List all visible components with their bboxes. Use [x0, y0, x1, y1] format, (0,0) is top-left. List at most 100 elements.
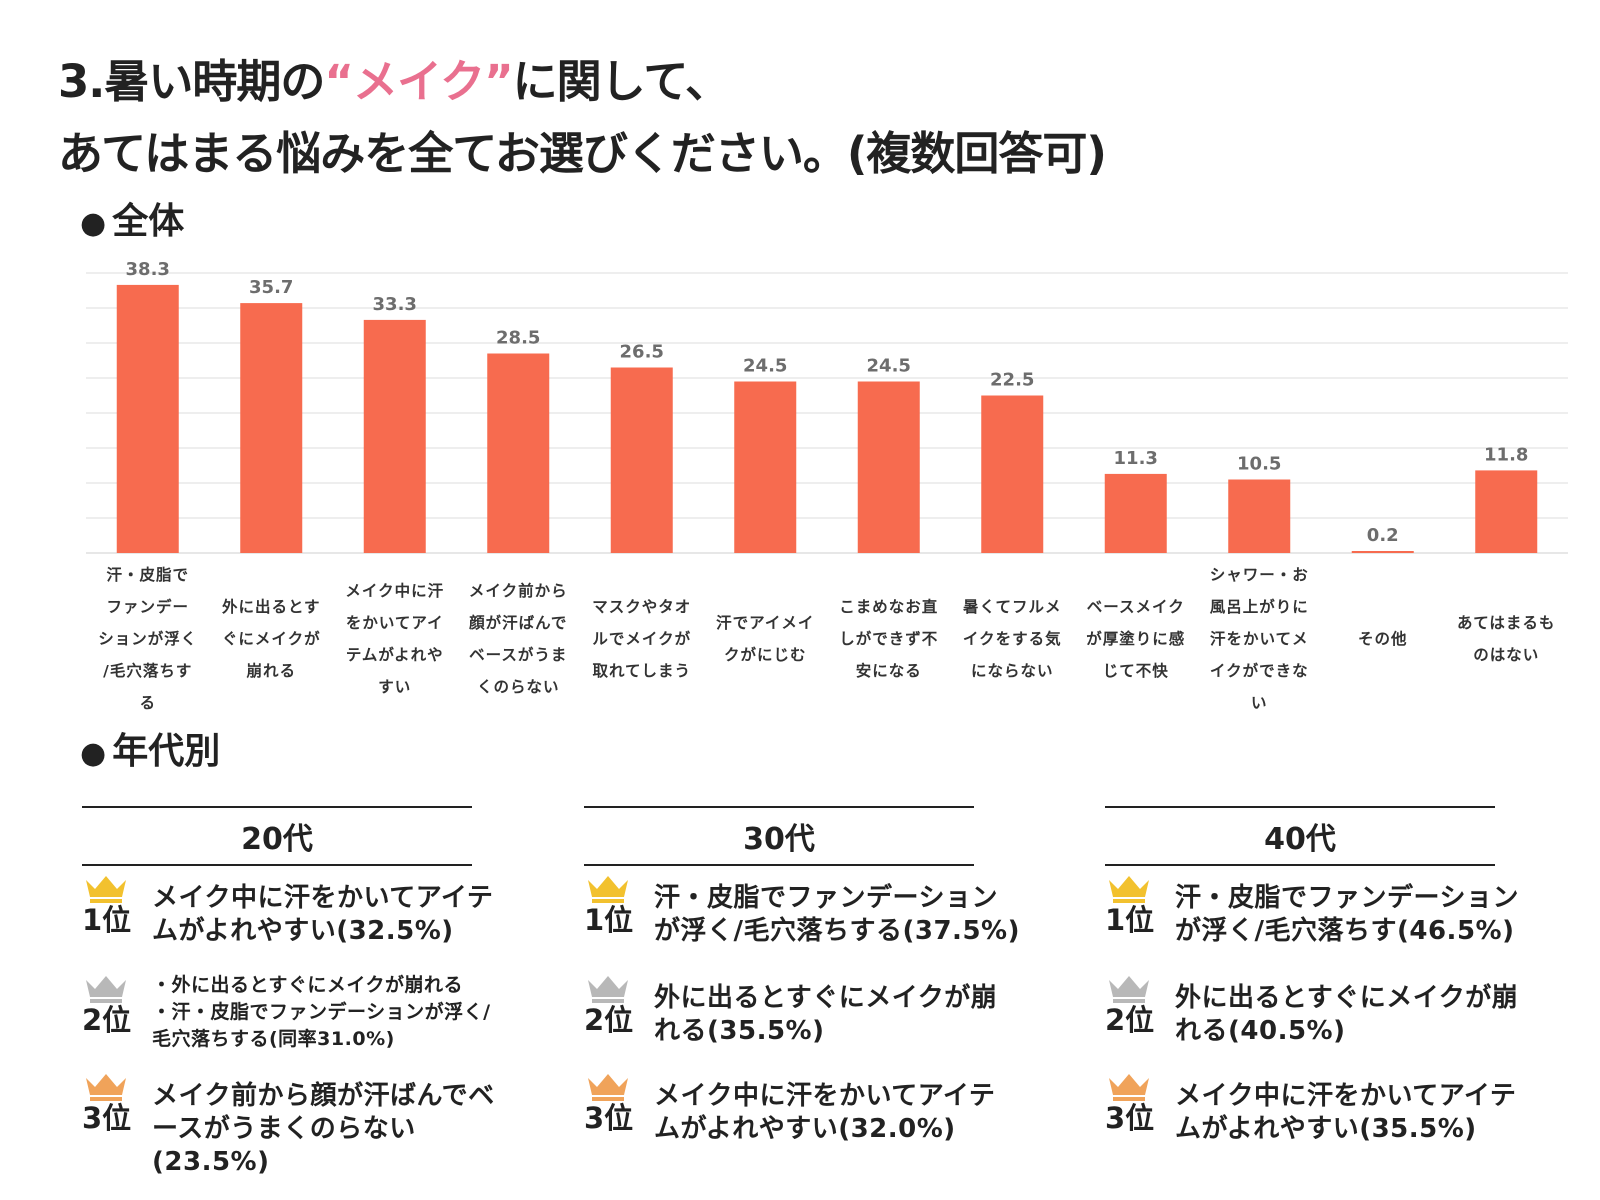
rank-text-line: メイク中に汗をかいてアイテ [1175, 1081, 1517, 1111]
rank-label: 3位 [82, 1101, 132, 1135]
category-label-11: その他 [1321, 560, 1445, 717]
rank-label: 3位 [584, 1101, 634, 1135]
category-label-line: マスクやタオ [592, 597, 692, 616]
rank-label: 3位 [1105, 1101, 1155, 1135]
rank-text-line: れる(35.5%) [654, 1016, 825, 1046]
rank-label: 1位 [584, 903, 634, 937]
category-label-line: 顔が汗ばんで [469, 613, 568, 632]
rank-text-line: 外に出るとすぐにメイクが崩 [1175, 983, 1519, 1013]
chart-value-labels: 38.3 35.7 33.3 28.5 26.5 24.5 24.5 22.5 11.3 10.5… [126, 259, 1529, 546]
category-label-line: ぐにメイクが [221, 629, 321, 648]
category-label-line: のはない [1473, 645, 1540, 664]
category-label-line: 安になる [855, 661, 922, 680]
section-heading-overall-label: 全体 [112, 201, 185, 242]
category-label-9: ベースメイク が厚塗りに感 じて不快 [1074, 560, 1198, 717]
category-label-line: 汗をかいてメ [1209, 629, 1309, 648]
rank-label: 1位 [82, 903, 132, 937]
category-label-line: じて不快 [1102, 661, 1169, 680]
bar-7 [857, 381, 920, 553]
category-label-line: をかいてアイ [345, 613, 444, 632]
bar-4 [487, 353, 550, 553]
overall-bar-chart: 38.3 35.7 33.3 28.5 26.5 24.5 24.5 22.5 11.3 10.5… [86, 259, 1568, 554]
category-label-line: ファンデー [106, 597, 189, 616]
bar-2 [240, 303, 303, 553]
category-label-7: こまめなお直 しができず不 安になる [827, 560, 951, 717]
bar-5 [610, 367, 673, 553]
rank-text-line: 毛穴落ちする(同率31.0%) [152, 1028, 395, 1050]
page-title: 3.暑い時期の“メイク”に関して、 あてはまる悩みを全てお選びください。(複数回… [58, 46, 1107, 190]
rank-text-line: メイク前から顔が汗ばんでベ [152, 1081, 495, 1111]
age-group-40s: 40代 1位 汗・皮脂でファンデーション が浮く/毛穴落ちす(46.5%) 2位 外に出る… [1105, 806, 1518, 1196]
category-label-4: メイク前から 顔が汗ばんで ベースがうま くのらない [457, 560, 581, 717]
category-label-line: ルでメイクが [592, 629, 692, 648]
category-label-line: が厚塗りに感 [1086, 629, 1186, 648]
rank-text: メイク前から顔が汗ばんでベ ースがうまくのらない(23.5%) [152, 1080, 532, 1179]
rank-text-line: ムがよれやすい(35.5%) [1175, 1114, 1477, 1144]
category-label-line: こまめなお直 [839, 597, 939, 616]
silver-crown-icon [1109, 976, 1149, 1003]
rank-text: 外に出るとすぐにメイクが崩 れる(35.5%) [654, 982, 1034, 1048]
chart-gridlines [86, 272, 1568, 554]
bar-value-label-3: 33.3 [373, 294, 417, 315]
bar-value-label-7: 24.5 [867, 356, 911, 377]
rank-text: 外に出るとすぐにメイクが崩 れる(40.5%) [1175, 982, 1555, 1048]
title-line2: あてはまる悩みを全てお選びください。(複数回答可) [58, 127, 1107, 180]
category-label-line: 外に出るとす [221, 597, 321, 616]
category-label-10: シャワー・お 風呂上がりに 汗をかいてメ イクができない [1198, 560, 1322, 717]
category-label-12: あてはまるも のはない [1445, 560, 1569, 717]
section-heading-overall: ● 全体 [80, 200, 184, 246]
section-heading-by-age-label: 年代別 [112, 731, 221, 772]
rank-text-line: が浮く/毛穴落ちする(37.5%) [654, 916, 1020, 946]
category-label-line: メイク中に汗 [345, 581, 445, 600]
title-line1-suffix: に関して、 [512, 55, 730, 108]
rank-text-line: 外に出るとすぐにメイクが崩 [654, 983, 998, 1013]
rank-text-line: が浮く/毛穴落ちす(46.5%) [1175, 916, 1515, 946]
rank-text-line: ムがよれやすい(32.0%) [654, 1114, 956, 1144]
category-label-line: 取れてしまう [592, 661, 692, 680]
rank-text-line: ・汗・皮脂でファンデーションが浮く/ [152, 1001, 491, 1023]
rank-label: 1位 [1105, 903, 1155, 937]
category-label-line: い [1250, 693, 1268, 712]
title-line1-prefix: 3.暑い時期の [58, 55, 325, 108]
rank-label: 2位 [584, 1003, 634, 1037]
category-label-line: メイク前から [468, 581, 568, 600]
category-label-line: 崩れる [246, 661, 296, 680]
rank-text-line: 汗・皮脂でファンデーション [1175, 883, 1519, 913]
rank-text: メイク中に汗をかいてアイテ ムがよれやすい(32.5%) [152, 882, 532, 948]
rank-text: 汗・皮脂でファンデーション が浮く/毛穴落ちする(37.5%) [654, 882, 1034, 948]
category-label-1: 汗・皮脂で ファンデー ションが浮く/毛穴落ちする [86, 560, 210, 717]
category-label-line: イクができな [1209, 661, 1309, 680]
category-label-line: 汗でアイメイ [716, 613, 815, 632]
rank-text-line: ・外に出るとすぐにメイクが崩れる [152, 974, 464, 996]
rank-text-line: 汗・皮脂でファンデーション [654, 883, 998, 913]
bronze-crown-icon [1109, 1074, 1149, 1101]
age-group-heading: 20代 [82, 806, 472, 866]
section-heading-by-age: ● 年代別 [80, 730, 220, 776]
category-label-line: あてはまるも [1457, 613, 1556, 632]
category-label-6: 汗でアイメイ クがにじむ [704, 560, 828, 717]
rank-text: メイク中に汗をかいてアイテ ムがよれやすい(32.0%) [654, 1080, 1034, 1146]
bar-value-label-5: 26.5 [620, 342, 664, 363]
bar-3 [363, 319, 426, 553]
rank-text-line: メイク中に汗をかいてアイテ [654, 1081, 996, 1111]
rank-text-line: ースがうまくのらない(23.5%) [152, 1114, 416, 1177]
age-group-heading: 40代 [1105, 806, 1495, 866]
bullet-icon: ● [80, 206, 107, 241]
bar-value-label-1: 38.3 [126, 259, 170, 280]
bar-6 [734, 381, 797, 553]
gold-crown-icon [86, 876, 126, 903]
bar-value-label-4: 28.5 [496, 328, 540, 349]
category-label-line: 汗・皮脂で [106, 565, 189, 584]
category-label-line: /毛穴落ちす [103, 661, 193, 680]
rank-text: ・外に出るとすぐにメイクが崩れる・汗・皮脂でファンデーションが浮く/毛穴落ちする… [152, 972, 532, 1053]
title-accent: “メイク” [324, 55, 513, 108]
gold-crown-icon [588, 876, 628, 903]
bar-value-label-9: 11.3 [1114, 448, 1158, 469]
bullet-icon: ● [80, 736, 107, 771]
age-group-30s: 30代 1位 汗・皮脂でファンデーション が浮く/毛穴落ちする(37.5%) 2位 外に出… [584, 806, 1019, 1196]
category-label-line: ベースがうま [469, 645, 568, 664]
age-group-20s: 20代 1位 メイク中に汗をかいてアイテ ムがよれやすい(32.5%) 2位 ・外に出ると… [82, 806, 494, 1196]
rank-label: 2位 [1105, 1003, 1155, 1037]
age-group-heading: 30代 [584, 806, 974, 866]
category-label-line: シャワー・お [1209, 565, 1309, 584]
